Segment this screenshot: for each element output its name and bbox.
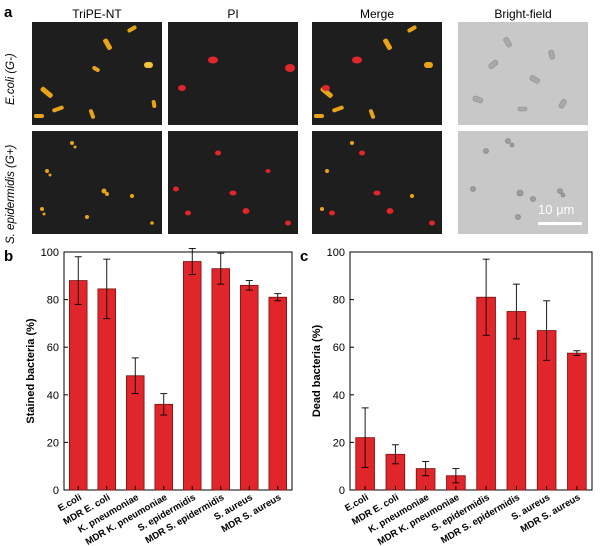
- ecoli-merge-cells: [314, 25, 433, 119]
- plot-frame: [63, 251, 293, 491]
- bar-4: [183, 261, 202, 491]
- s-epidermidis-bright-field-cells: [470, 138, 566, 220]
- micrograph-ecoli-bright-field: [458, 22, 588, 125]
- s-epidermidis-pi-cells: [173, 150, 291, 226]
- y-tick-label: 0: [339, 485, 345, 497]
- y-tick-label: 100: [41, 247, 59, 259]
- micrograph-s-epidermidis-tripe-nt: [32, 131, 162, 234]
- ecoli-pi-cells: [178, 56, 295, 91]
- micrograph-ecoli-pi: [168, 22, 298, 125]
- column-title-pi: PI: [227, 7, 239, 21]
- bar-5: [211, 268, 230, 491]
- s-epidermidis-merge-cells: [320, 141, 435, 226]
- y-axis-label: Dead bacteria (%): [311, 325, 323, 418]
- micrograph-s-epidermidis-merge: [312, 131, 442, 234]
- y-tick-label: 100: [327, 247, 345, 259]
- panel-b-letter: b: [4, 248, 14, 265]
- s-epidermidis-tripe-cells: [40, 141, 154, 225]
- y-tick-label: 0: [53, 485, 59, 497]
- micrograph-ecoli-tripe-nt: [32, 22, 162, 125]
- y-tick-label: 40: [333, 390, 345, 402]
- scale-bar: [538, 222, 582, 225]
- y-tick-label: 40: [47, 390, 59, 402]
- micrograph-s-epidermidis-pi: [168, 131, 298, 234]
- y-tick-label: 80: [333, 295, 345, 307]
- y-tick-label: 60: [47, 342, 59, 354]
- column-title-bright-field: Bright-field: [494, 7, 552, 21]
- y-tick-label: 20: [333, 437, 345, 449]
- bar-6: [240, 284, 259, 491]
- ecoli-tripe-rods: [34, 25, 157, 119]
- ecoli-bright-field-cells: [472, 37, 567, 112]
- scale-bar-label: 10 μm: [538, 202, 575, 217]
- panel-a-letter: a: [4, 4, 13, 21]
- bar-7: [268, 296, 287, 491]
- bar-3: [154, 403, 173, 491]
- column-title-merge: Merge: [359, 7, 394, 21]
- panel-c-letter: c: [300, 248, 309, 265]
- row-label-s-epidermidis: S. epidermidis (G+): [5, 144, 17, 244]
- micrograph-ecoli-merge: [312, 22, 442, 125]
- plot-frame: [349, 251, 593, 491]
- micrograph-s-epidermidis-bright-field: 10 μm: [458, 131, 588, 234]
- y-tick-label: 20: [47, 437, 59, 449]
- bar-0: [69, 280, 88, 491]
- bar-7: [567, 352, 587, 491]
- y-tick-label: 60: [333, 342, 345, 354]
- y-tick-label: 80: [47, 295, 59, 307]
- y-axis-label: Stained bacteria (%): [25, 318, 37, 423]
- row-label-ecoli: E.coli (G-): [5, 53, 17, 105]
- column-title-tripe-nt: TriPE-NT: [72, 7, 122, 21]
